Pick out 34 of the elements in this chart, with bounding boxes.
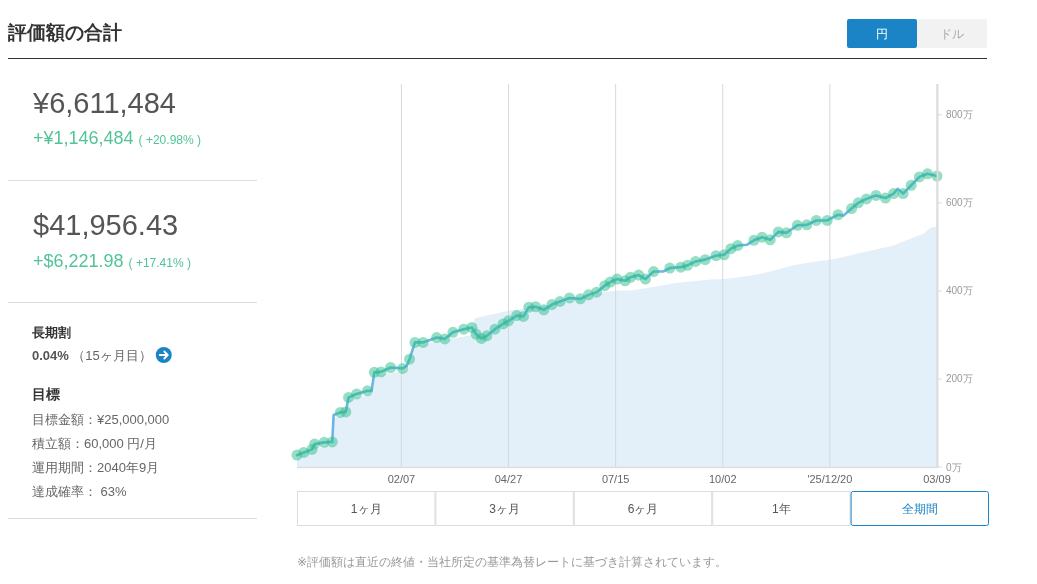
card-text: $41,956.43 (33, 209, 179, 241)
card-text: ( +17.41% ) (128, 256, 191, 270)
card-text: 目標 (32, 386, 60, 402)
button-label: 全期間 (901, 501, 938, 516)
card-text: （15ヶ月目） (72, 348, 152, 363)
y-tick-label: 0万 (946, 461, 962, 473)
button-label: 円 (876, 27, 888, 41)
x-tick-label: 07/15 (601, 473, 630, 485)
card-text: 長期割 (32, 325, 71, 340)
button-label: 1ヶ月 (350, 501, 382, 516)
button-label: 1年 (772, 501, 791, 516)
y-tick-label: 400万 (946, 285, 973, 297)
button-label: 3ヶ月 (489, 501, 520, 516)
button-label: 6ヶ月 (627, 501, 659, 516)
x-tick-label: 10/02 (709, 473, 737, 485)
card-text: +$6,221.98 (33, 251, 124, 271)
card-text: 達成確率： 63% (32, 484, 127, 499)
x-tick-label: '25/12/20 (807, 473, 853, 485)
note: ※評価額は直近の終値・当社所定の基準為替レートに基づき計算されています。 (297, 555, 728, 569)
card-text: +¥1,146,484 (33, 128, 134, 148)
button-label: ドル (940, 27, 964, 41)
x-tick-label: 03/09 (923, 473, 951, 485)
title: 評価額の合計 (8, 22, 122, 43)
card-text: 積立額：60,000 円/月 (32, 436, 157, 451)
x-tick-label: 04/27 (494, 473, 523, 485)
card-text: 運用期間：2040年9月 (32, 460, 160, 475)
card-text: ( +20.98% ) (138, 133, 201, 147)
y-tick-label: 600万 (946, 197, 973, 209)
y-tick-label: 800万 (946, 109, 973, 121)
y-tick-label: 200万 (946, 373, 973, 385)
card-text: 0.04% (32, 348, 69, 363)
card-text: ¥6,611,484 (33, 87, 176, 119)
card-text: 目標金額：¥25,000,000 (32, 412, 170, 427)
x-tick-label: 02/07 (387, 473, 416, 485)
